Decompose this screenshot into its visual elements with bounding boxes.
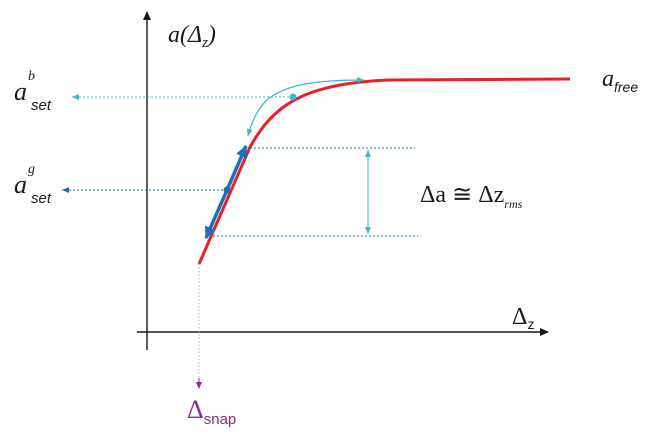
delta-a-label: Δa ≅ Δzrms [420, 182, 523, 211]
knee-arrow-left [246, 98, 269, 137]
y-axis-label: a(Δz) [168, 22, 216, 51]
a-set-b-sup: b [28, 69, 35, 84]
delta-snap-label: Δsnap [187, 395, 236, 428]
slope-arrow-down [204, 189, 229, 239]
a-set-b-label: a [14, 77, 27, 106]
a-set-b-sub: set [31, 97, 52, 114]
slope-arrow-up [225, 145, 248, 191]
set-point-b-dot [289, 93, 297, 101]
x-axis-label: Δz [512, 304, 534, 332]
knee-arrow-right [267, 77, 365, 100]
a-free-label: afree [602, 66, 638, 95]
a-set-g-label: a [14, 170, 27, 199]
a-set-g-sub: set [31, 190, 52, 207]
a-set-g-sup: g [28, 162, 35, 177]
